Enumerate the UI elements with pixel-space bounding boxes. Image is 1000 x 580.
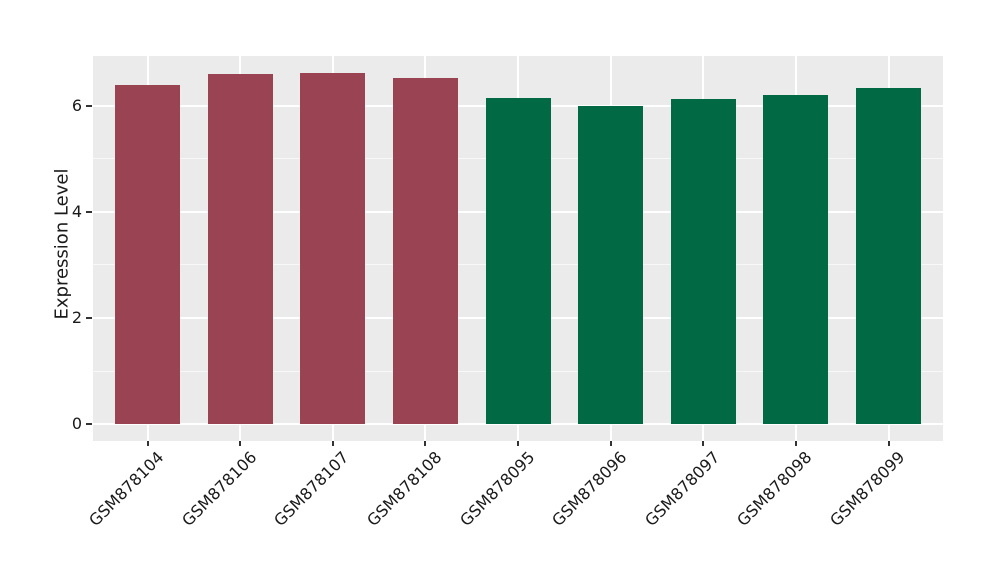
bar-gsm878096 (578, 105, 644, 425)
x-tick-label-gsm878099: GSM878099 (826, 447, 909, 530)
y-tick-label: 0 (71, 414, 82, 434)
y-tick-mark (86, 210, 92, 213)
y-tick-mark (86, 423, 92, 426)
x-tick-label-gsm878098: GSM878098 (733, 447, 816, 530)
bar-gsm878097 (670, 98, 736, 425)
y-tick-label: 6 (71, 95, 82, 115)
x-tick-label-gsm878104: GSM878104 (85, 447, 168, 530)
bar-gsm878108 (392, 77, 458, 425)
x-tick-label-gsm878106: GSM878106 (177, 447, 261, 530)
bar-gsm878107 (300, 72, 366, 425)
bar-gsm878104 (115, 84, 180, 425)
x-tick-label-gsm878107: GSM878107 (270, 447, 353, 530)
x-tick-mark (424, 441, 427, 446)
x-tick-label-gsm878097: GSM878097 (640, 447, 724, 530)
x-tick-mark (887, 441, 890, 446)
bar-gsm878106 (207, 74, 273, 425)
x-tick-label-gsm878096: GSM878096 (548, 447, 631, 530)
bar-gsm878095 (485, 97, 551, 425)
x-tick-mark (794, 441, 797, 446)
x-tick-mark (517, 441, 519, 446)
x-tick-label-gsm878095: GSM878095 (455, 447, 539, 530)
y-tick-mark (86, 104, 92, 107)
y-axis-title: Expression Level (51, 168, 73, 320)
x-tick-mark (331, 441, 334, 446)
y-tick-label: 4 (71, 201, 82, 221)
x-tick-label-gsm878108: GSM878108 (363, 447, 446, 530)
y-tick-label: 2 (71, 307, 82, 327)
bar-gsm878099 (856, 87, 921, 425)
x-tick-mark (702, 441, 705, 446)
bar-gsm878098 (763, 94, 829, 425)
x-tick-mark (609, 441, 612, 446)
x-tick-mark (146, 441, 149, 446)
plot-panel (93, 56, 943, 441)
y-tick-mark (86, 316, 92, 319)
x-tick-mark (239, 441, 242, 446)
